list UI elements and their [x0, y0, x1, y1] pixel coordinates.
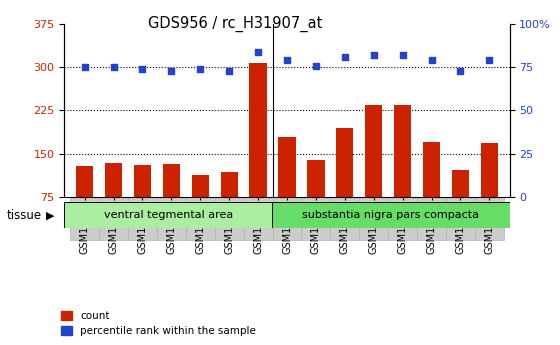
- Point: [225, 68, 234, 73]
- Bar: [365, 105, 382, 197]
- Bar: [452, 170, 469, 197]
- Bar: [272, 202, 510, 228]
- Bar: [70, 197, 99, 240]
- Bar: [360, 197, 388, 240]
- Point: [427, 58, 436, 63]
- Bar: [446, 197, 475, 240]
- Bar: [64, 202, 272, 228]
- Point: [167, 68, 176, 73]
- Bar: [330, 197, 360, 240]
- Point: [80, 65, 89, 70]
- Bar: [244, 197, 273, 240]
- Point: [311, 63, 320, 68]
- Point: [456, 68, 465, 73]
- Bar: [475, 197, 504, 240]
- Bar: [301, 197, 330, 240]
- Point: [283, 58, 292, 63]
- Bar: [388, 197, 417, 240]
- Point: [138, 66, 147, 72]
- Bar: [134, 165, 151, 197]
- Bar: [105, 163, 122, 197]
- Point: [398, 52, 407, 58]
- Legend: count, percentile rank within the sample: count, percentile rank within the sample: [61, 311, 256, 336]
- Bar: [214, 197, 244, 240]
- Text: ▶: ▶: [46, 211, 54, 220]
- Text: substantia nigra pars compacta: substantia nigra pars compacta: [302, 210, 479, 220]
- Bar: [336, 128, 353, 197]
- Bar: [157, 197, 186, 240]
- Bar: [99, 197, 128, 240]
- Bar: [423, 142, 440, 197]
- Bar: [249, 63, 267, 197]
- Point: [340, 54, 349, 60]
- Text: tissue: tissue: [7, 209, 42, 222]
- Bar: [417, 197, 446, 240]
- Bar: [394, 105, 411, 197]
- Point: [254, 49, 263, 55]
- Text: GDS956 / rc_H31907_at: GDS956 / rc_H31907_at: [148, 16, 323, 32]
- Point: [109, 65, 118, 70]
- Bar: [186, 197, 214, 240]
- Point: [485, 58, 494, 63]
- Bar: [163, 165, 180, 197]
- Point: [369, 52, 378, 58]
- Bar: [76, 166, 94, 197]
- Bar: [278, 137, 296, 197]
- Point: [196, 66, 205, 72]
- Bar: [273, 197, 301, 240]
- Text: ventral tegmental area: ventral tegmental area: [104, 210, 233, 220]
- Bar: [128, 197, 157, 240]
- Bar: [221, 172, 238, 197]
- Bar: [480, 143, 498, 197]
- Bar: [307, 160, 325, 197]
- Bar: [192, 175, 209, 197]
